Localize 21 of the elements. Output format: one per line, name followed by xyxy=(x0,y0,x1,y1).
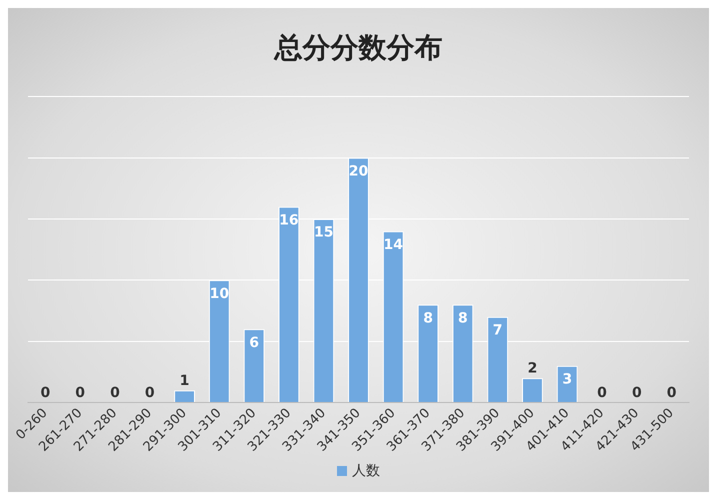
data-label: 3 xyxy=(562,371,572,388)
data-label: 0 xyxy=(110,385,120,402)
data-label: 6 xyxy=(249,334,260,351)
data-label: 0 xyxy=(597,385,608,402)
data-label: 2 xyxy=(528,360,538,377)
data-label: 7 xyxy=(492,322,503,339)
data-label: 15 xyxy=(314,224,334,241)
data-label: 0 xyxy=(144,385,155,402)
data-label: 16 xyxy=(279,212,299,228)
data-label: 8 xyxy=(423,310,433,326)
data-label: 0 xyxy=(40,385,51,402)
legend-label: 人数 xyxy=(352,462,380,480)
data-label: 1 xyxy=(180,372,190,389)
data-label: 10 xyxy=(210,286,230,302)
data-label: 0 xyxy=(666,385,677,402)
data-label: 0 xyxy=(632,385,642,402)
data-label: 14 xyxy=(384,236,404,253)
chart-title: 总分分数分布 xyxy=(274,31,442,64)
data-label: 20 xyxy=(348,163,368,180)
data-label: 8 xyxy=(458,310,468,326)
data-label: 0 xyxy=(75,385,86,402)
